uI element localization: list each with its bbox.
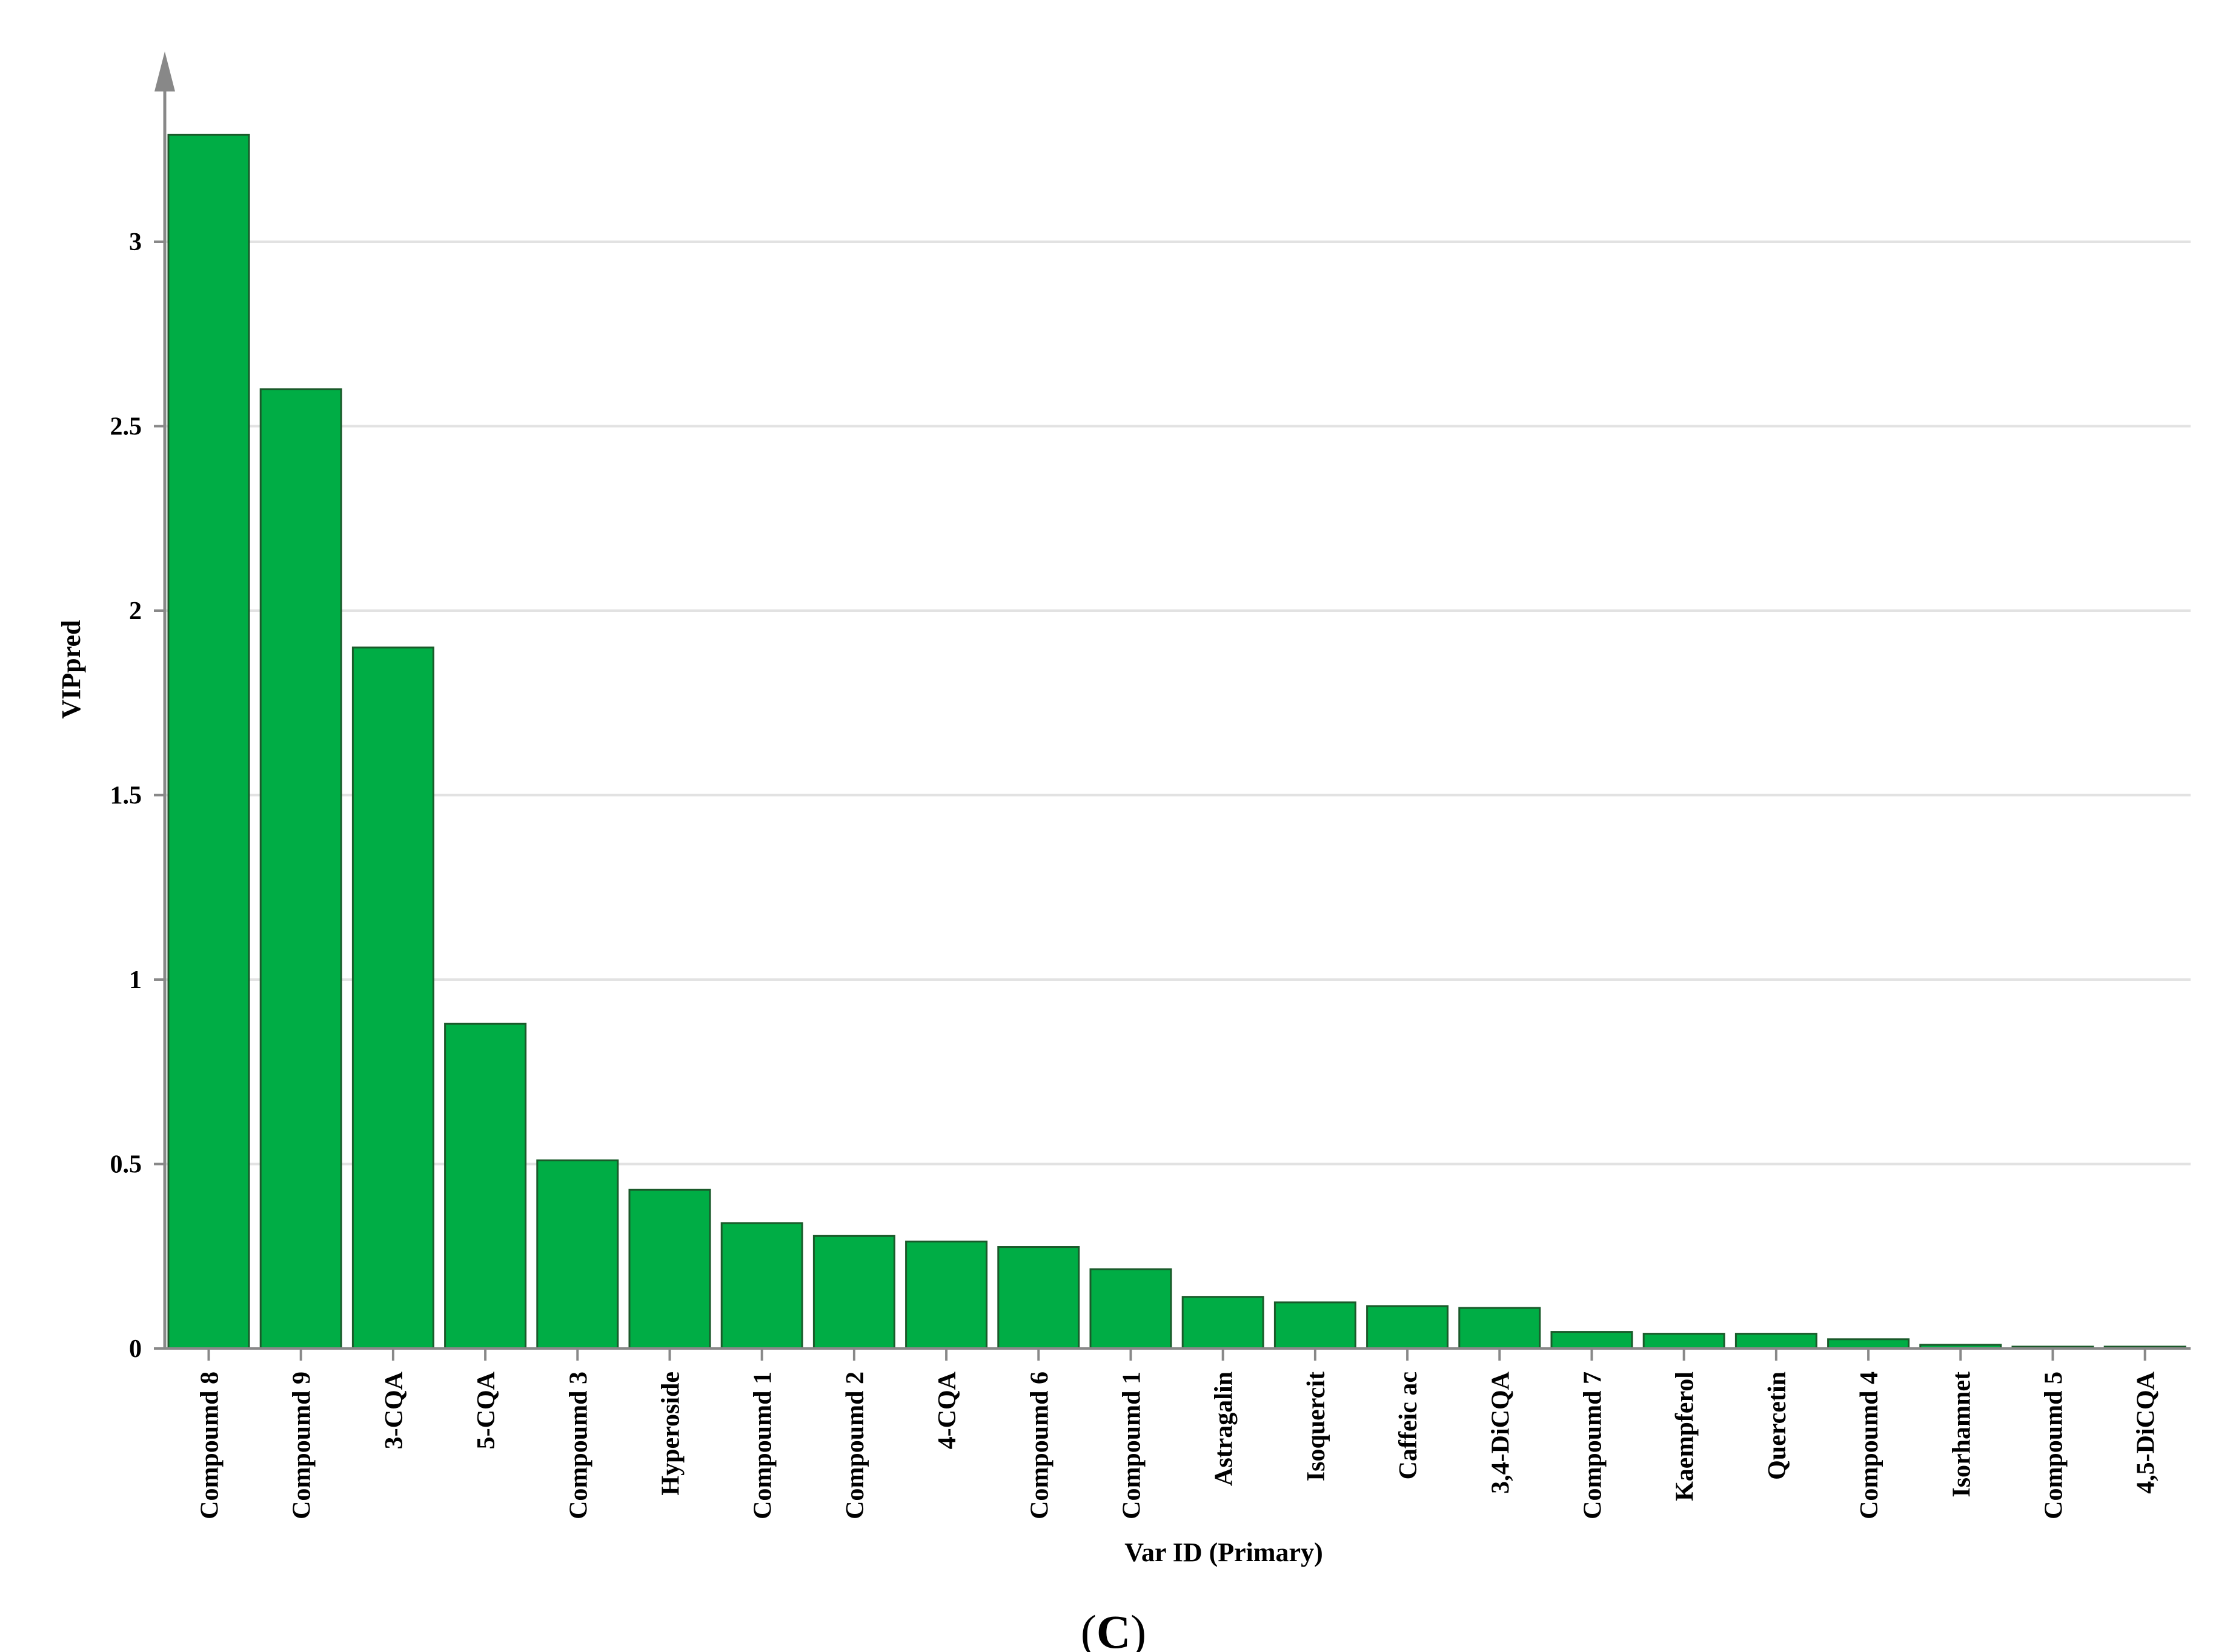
bar — [1642, 1333, 1725, 1350]
x-tick-label: Compoumd 3 — [565, 1372, 592, 1519]
x-tick-label: Compoumd 8 — [196, 1372, 224, 1519]
bar — [1458, 1307, 1541, 1350]
bar — [812, 1235, 895, 1350]
y-tick-labels: 0 0.5 1 1.5 2 2.5 3 — [110, 228, 165, 1363]
x-tick-label: Compoumd 1 — [749, 1372, 777, 1519]
x-tick-labels: Compoumd 8 Compoumd 9 3-CQA 5-CQA Compoumd 3… — [196, 1348, 2160, 1519]
bar — [167, 133, 250, 1350]
x-tick-label: Isoquercit — [1302, 1372, 1330, 1481]
x-tick-label: Caffeic ac — [1395, 1372, 1422, 1479]
y-axis-title: VIPpred — [56, 620, 86, 719]
x-tick-label: Quercetin — [1764, 1372, 1791, 1480]
x-tick-label: Compoumd 2 — [841, 1372, 869, 1519]
panel-label: (C) — [1081, 1605, 1146, 1652]
x-tick-label: Compoumd 7 — [1579, 1372, 1607, 1519]
bars — [167, 133, 2186, 1350]
x-tick-label: 4-CQA — [934, 1371, 961, 1449]
x-tick-label: 5-CQA — [473, 1371, 500, 1449]
grid-lines — [165, 241, 2191, 1166]
bar — [1366, 1305, 1449, 1350]
bar — [997, 1246, 1080, 1350]
bar — [536, 1159, 619, 1350]
bar — [720, 1222, 803, 1350]
y-tick-label: 2 — [129, 597, 142, 625]
y-tick-label: 0.5 — [110, 1151, 142, 1179]
panel-label-close: ) — [1130, 1605, 1146, 1652]
x-tick-label: Compoumd 9 — [288, 1372, 316, 1519]
bar — [444, 1023, 527, 1350]
x-tick-label: Compoumd 5 — [2040, 1372, 2068, 1519]
y-tick-label: 0 — [129, 1335, 142, 1363]
x-tick-label: Hyperoside — [657, 1372, 685, 1496]
bar — [905, 1240, 988, 1350]
x-axis-title: Var ID (Primary) — [1124, 1538, 1323, 1567]
bar — [628, 1189, 711, 1350]
x-tick-label: Compoumd 4 — [1856, 1372, 1883, 1519]
x-tick-label: 3-CQA — [380, 1371, 408, 1449]
x-tick-label: 4,5-DiCQA — [2132, 1371, 2160, 1493]
bar — [259, 388, 342, 1350]
y-tick-label: 1 — [129, 966, 142, 994]
y-tick-label: 3 — [129, 228, 142, 256]
y-tick-label: 2.5 — [110, 413, 142, 441]
bar — [1181, 1296, 1264, 1350]
bar — [1089, 1268, 1172, 1350]
bar — [1734, 1333, 1817, 1350]
bar — [1550, 1331, 1633, 1350]
x-tick-label: Kaempferol — [1671, 1372, 1699, 1501]
panel-label-letter: C — [1097, 1605, 1130, 1652]
panel-label-open: ( — [1081, 1605, 1097, 1652]
x-tick-label: 3,4-DiCQA — [1487, 1371, 1515, 1493]
y-tick-label: 1.5 — [110, 782, 142, 810]
x-tick-label: Isorhamnet — [1948, 1372, 1976, 1498]
axes — [154, 51, 2191, 1350]
x-tick-label: Compoumd 6 — [1026, 1372, 1053, 1519]
x-tick-label: Astragalin — [1210, 1372, 1238, 1486]
y-axis-arrow-icon — [154, 51, 175, 91]
bar — [1273, 1301, 1356, 1350]
x-tick-label: Compoumd 1 — [1118, 1372, 1146, 1519]
bar — [1827, 1338, 1910, 1350]
bar — [351, 646, 434, 1350]
